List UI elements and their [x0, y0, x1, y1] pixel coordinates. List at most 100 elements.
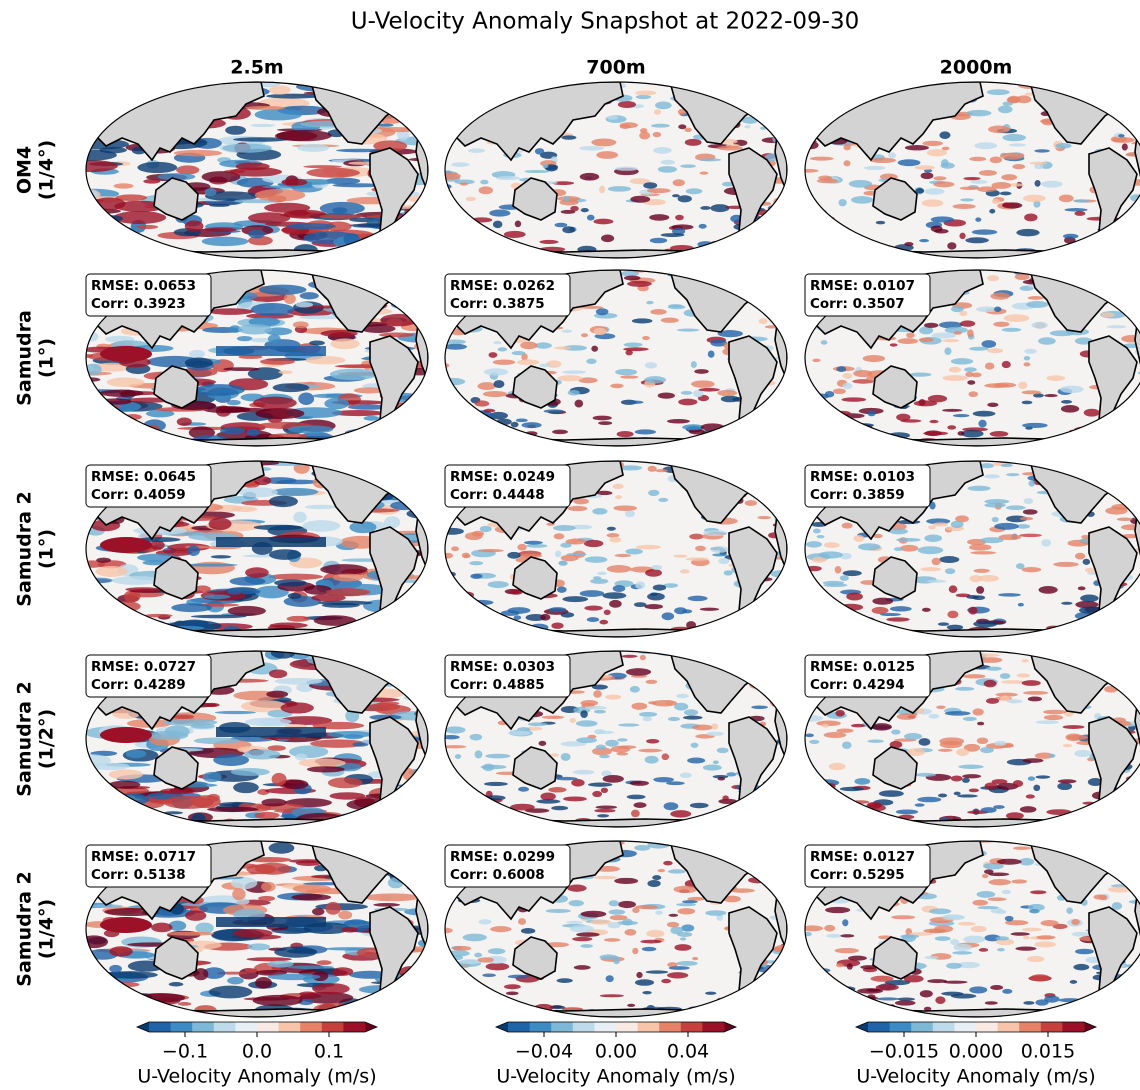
- rmse-label: RMSE: 0.0262: [450, 278, 555, 294]
- map-panel: RMSE: 0.0299 Corr: 0.6008: [437, 840, 797, 1020]
- column-title: 700m: [586, 57, 645, 79]
- figure-title: U-Velocity Anomaly Snapshot at 2022-09-3…: [351, 9, 859, 35]
- colorbar-label: U-Velocity Anomaly (m/s): [137, 1066, 376, 1088]
- colorbar-segment: [192, 1022, 214, 1032]
- row-label: OM4(1/4°): [14, 140, 58, 200]
- rmse-label: RMSE: 0.0125: [810, 659, 915, 675]
- colorbar-label: U-Velocity Anomaly (m/s): [496, 1066, 735, 1088]
- colorbar-segment: [911, 1022, 933, 1032]
- colorbar-segment: [702, 1022, 724, 1032]
- colorbar-tick-label: −0.04: [515, 1041, 573, 1063]
- colorbar-segment: [594, 1022, 616, 1032]
- colorbar-label: U-Velocity Anomaly (m/s): [856, 1066, 1095, 1088]
- row-label-line: OM4: [14, 146, 36, 194]
- row-label-line: Samudra 2: [14, 871, 36, 986]
- colorbar-segment: [343, 1022, 365, 1032]
- colorbar-segment: [171, 1022, 193, 1032]
- colorbar-segment: [933, 1022, 955, 1032]
- row-label: Samudra(1°): [14, 310, 58, 406]
- colorbar-segment: [322, 1022, 344, 1032]
- colorbar-segment: [214, 1022, 236, 1032]
- map-panel: RMSE: 0.0653 Corr: 0.3923: [63, 270, 446, 451]
- corr-label: Corr: 0.4059: [91, 487, 186, 503]
- colorbar-tick-label: −0.015: [869, 1041, 939, 1063]
- colorbar-segment: [1062, 1022, 1084, 1032]
- corr-label: Corr: 0.3859: [810, 487, 905, 503]
- corr-label: Corr: 0.5138: [91, 867, 186, 883]
- rmse-label: RMSE: 0.0653: [91, 278, 196, 294]
- row-label: Samudra 2(1/4°): [14, 871, 58, 986]
- row-label-line: Samudra 2: [14, 681, 36, 796]
- map-panel: RMSE: 0.0107 Corr: 0.3507: [795, 267, 1140, 448]
- corr-label: Corr: 0.5295: [810, 867, 905, 883]
- corr-label: Corr: 0.4294: [810, 677, 905, 693]
- colorbar-segment: [681, 1022, 703, 1032]
- colorbar-segment: [890, 1022, 912, 1032]
- colorbar: −0.0150.0000.015U-Velocity Anomaly (m/s): [856, 1022, 1096, 1088]
- rmse-label: RMSE: 0.0103: [810, 469, 915, 485]
- corr-label: Corr: 0.3923: [91, 296, 186, 312]
- corr-label: Corr: 0.3507: [810, 296, 905, 312]
- corr-label: Corr: 0.6008: [450, 867, 545, 883]
- row-label-line: (1°): [36, 529, 58, 569]
- row-label: Samudra 2(1°): [14, 491, 58, 606]
- colorbar-segment: [279, 1022, 301, 1032]
- row-label: Samudra 2(1/2°): [14, 681, 58, 796]
- rmse-label: RMSE: 0.0717: [91, 849, 196, 865]
- rmse-label: RMSE: 0.0249: [450, 469, 555, 485]
- rmse-label: RMSE: 0.0645: [91, 469, 196, 485]
- colorbar-segment: [235, 1022, 257, 1032]
- colorbar-segment: [616, 1022, 638, 1032]
- colorbar-extend-high: [1084, 1022, 1096, 1032]
- map-panel: RMSE: 0.0249 Corr: 0.4448: [441, 458, 794, 640]
- colorbar-segment: [659, 1022, 681, 1032]
- map-panel: [62, 77, 456, 261]
- colorbar-extend-high: [365, 1022, 377, 1032]
- colorbar-segment: [257, 1022, 279, 1032]
- colorbar-segment: [868, 1022, 890, 1032]
- colorbar-segment: [551, 1022, 573, 1032]
- colorbar-extend-low: [496, 1022, 508, 1032]
- rmse-label: RMSE: 0.0299: [450, 849, 555, 865]
- row-label-line: (1°): [36, 338, 58, 378]
- row-label-line: (1/2°): [36, 709, 58, 769]
- map-panel: RMSE: 0.0127 Corr: 0.5295: [800, 840, 1140, 1020]
- corr-label: Corr: 0.4885: [450, 677, 545, 693]
- colorbar-segment: [638, 1022, 660, 1032]
- row-label-line: (1/4°): [36, 899, 58, 959]
- colorbar-segment: [573, 1022, 595, 1032]
- figure: U-Velocity Anomaly Snapshot at 2022-09-3…: [0, 0, 1140, 1090]
- colorbar: −0.04 0.00 0.04 U-Velocity Anomaly (m/s): [496, 1022, 736, 1088]
- map-panel: [796, 79, 1140, 262]
- colorbar-tick-label: 0.04: [667, 1041, 709, 1063]
- corr-label: Corr: 0.4289: [91, 677, 186, 693]
- colorbar-segment: [530, 1022, 552, 1032]
- column-title: 2000m: [940, 57, 1013, 79]
- colorbar-extend-low: [137, 1022, 149, 1032]
- colorbar-segment: [508, 1022, 530, 1032]
- map-panel: RMSE: 0.0125 Corr: 0.4294: [797, 649, 1140, 828]
- colorbar-segment: [976, 1022, 998, 1032]
- rmse-label: RMSE: 0.0127: [810, 849, 915, 865]
- colorbar-extend-high: [724, 1022, 736, 1032]
- row-label-line: Samudra 2: [14, 491, 36, 606]
- colorbar-segment: [1041, 1022, 1063, 1032]
- rmse-label: RMSE: 0.0107: [810, 278, 915, 294]
- map-panel: RMSE: 0.0645 Corr: 0.4059: [72, 456, 443, 642]
- colorbar-tick-label: 0.00: [595, 1041, 637, 1063]
- row-label-line: (1/4°): [36, 140, 58, 200]
- column-title: 2.5m: [230, 57, 283, 79]
- rmse-label: RMSE: 0.0727: [91, 659, 196, 675]
- colorbar-tick-label: −0.1: [162, 1041, 208, 1063]
- colorbar-segment: [954, 1022, 976, 1032]
- rmse-label: RMSE: 0.0303: [450, 659, 555, 675]
- map-panel: RMSE: 0.0303 Corr: 0.4885: [442, 649, 796, 829]
- map-panel: RMSE: 0.0717 Corr: 0.5138: [67, 837, 447, 1020]
- colorbar-segment: [149, 1022, 171, 1032]
- colorbar-segment: [998, 1022, 1020, 1032]
- colorbar-tick-label: 0.000: [949, 1041, 1003, 1063]
- corr-label: Corr: 0.3875: [450, 296, 545, 312]
- map-panel: RMSE: 0.0727 Corr: 0.4289: [61, 646, 449, 833]
- colorbar-extend-low: [856, 1022, 868, 1032]
- corr-label: Corr: 0.4448: [450, 487, 545, 503]
